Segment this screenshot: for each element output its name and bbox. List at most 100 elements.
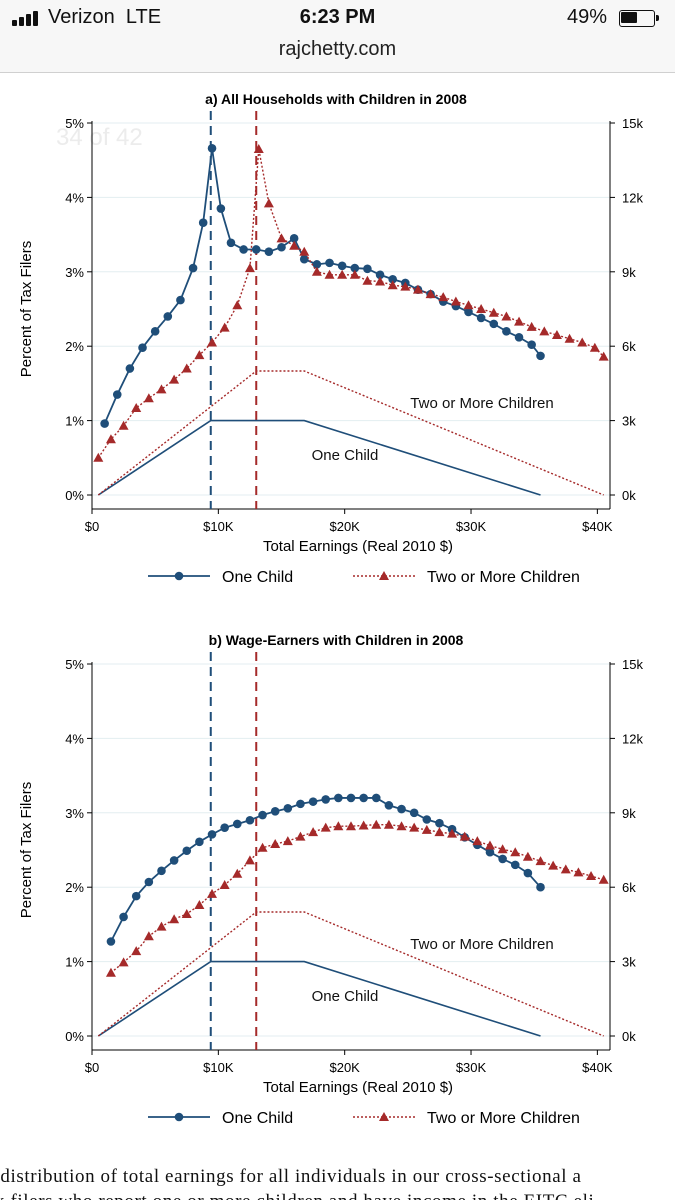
- data-point-two-more-children: [488, 307, 499, 317]
- chart-title: b) Wage-Earners with Children in 2008: [209, 632, 464, 648]
- data-point-two-more-children: [421, 824, 432, 834]
- legend-marker-two-more-children: [379, 571, 389, 580]
- caption-line-2: ax filers who report one or more childre…: [0, 1191, 594, 1200]
- data-point-two-more-children: [438, 292, 449, 302]
- data-point-one-child: [384, 801, 394, 810]
- browser-address-bar[interactable]: rajchetty.com: [0, 36, 675, 73]
- y-tick-label: 3%: [65, 265, 84, 280]
- data-point-one-child: [363, 264, 372, 274]
- data-point-two-more-children: [387, 280, 398, 290]
- data-point-two-more-children: [501, 311, 512, 321]
- legend-marker-one-child: [174, 571, 184, 581]
- data-point-one-child: [346, 793, 356, 803]
- chart-figure: a) All Households with Children in 2008 3…: [18, 91, 643, 1127]
- data-point-one-child: [119, 912, 128, 922]
- data-point-one-child: [251, 245, 261, 254]
- data-point-two-more-children: [232, 868, 243, 878]
- data-point-two-more-children: [93, 452, 104, 462]
- data-point-one-child: [514, 332, 524, 342]
- y-tick-label: 5%: [65, 116, 84, 131]
- status-bar: Verizon LTE 6:23 PM 49%: [0, 0, 675, 36]
- data-point-one-child: [321, 795, 331, 804]
- data-point-one-child: [489, 319, 499, 329]
- data-point-two-more-children: [253, 144, 264, 154]
- data-point-two-more-children: [425, 289, 436, 299]
- data-point-one-child: [207, 143, 217, 153]
- legend-label-one-child: One Child: [222, 1110, 293, 1127]
- y2-tick-label: 12k: [622, 190, 643, 205]
- data-point-two-more-children: [400, 281, 411, 291]
- signal-strength-icon: [12, 10, 42, 26]
- y-tick-label: 4%: [65, 190, 84, 205]
- data-point-two-more-children: [434, 827, 445, 837]
- data-point-one-child: [375, 270, 385, 280]
- data-point-two-more-children: [358, 820, 369, 830]
- figure: a) All Households with Children in 2008 3…: [0, 73, 675, 1165]
- data-point-one-child: [334, 793, 343, 803]
- data-point-one-child: [283, 804, 293, 813]
- y-tick-label: 2%: [65, 880, 84, 895]
- data-point-one-child: [198, 218, 208, 227]
- data-point-two-more-children: [463, 300, 474, 310]
- data-point-two-more-children: [598, 874, 609, 884]
- data-point-two-more-children: [156, 384, 167, 394]
- data-point-two-more-children: [257, 842, 268, 852]
- y2-tick-label: 3k: [622, 414, 636, 429]
- url-text[interactable]: rajchetty.com: [278, 38, 397, 60]
- data-point-two-more-children: [459, 831, 470, 841]
- data-point-two-more-children: [207, 888, 218, 898]
- network-type: LTE: [125, 6, 162, 28]
- data-point-two-more-children: [169, 914, 180, 924]
- series-line-two-more-children: [110, 824, 604, 974]
- data-point-one-child: [397, 804, 406, 814]
- carrier-name: Verizon: [48, 6, 115, 28]
- battery-icon: [619, 10, 659, 27]
- data-point-one-child: [464, 307, 473, 317]
- chart-panel-a: a) All Households with Children in 2008 3…: [18, 91, 643, 586]
- data-point-two-more-children: [194, 900, 205, 910]
- data-point-two-more-children: [573, 867, 584, 877]
- eitc-schedule-two-more-children: [97, 911, 604, 1037]
- data-point-two-more-children: [551, 330, 562, 340]
- data-point-one-child: [296, 799, 305, 809]
- data-point-two-more-children: [349, 269, 360, 279]
- y-tick-label: 1%: [65, 955, 84, 970]
- data-point-one-child: [150, 327, 160, 336]
- x-tick-label: $0: [85, 519, 99, 534]
- y-tick-label: 0%: [65, 1029, 84, 1044]
- x-tick-label: $20K: [329, 519, 360, 534]
- data-point-two-more-children: [586, 871, 597, 881]
- data-point-two-more-children: [244, 263, 255, 273]
- legend-marker-one-child: [174, 1112, 184, 1122]
- carrier-label: Verizon LTE: [48, 6, 161, 29]
- data-point-one-child: [510, 860, 520, 870]
- data-point-two-more-children: [510, 847, 521, 857]
- data-point-two-more-children: [244, 855, 255, 865]
- data-point-two-more-children: [409, 822, 420, 832]
- data-point-one-child: [350, 263, 360, 273]
- data-point-one-child: [232, 819, 242, 829]
- data-point-one-child: [422, 815, 432, 824]
- y-tick-label: 2%: [65, 339, 84, 354]
- data-point-two-more-children: [560, 864, 571, 874]
- data-point-one-child: [239, 245, 248, 254]
- data-point-two-more-children: [181, 363, 192, 373]
- eitc-schedule-one-child: [97, 960, 541, 1037]
- data-point-two-more-children: [589, 342, 600, 352]
- data-point-two-more-children: [472, 836, 483, 846]
- legend-label-one-child: One Child: [222, 569, 293, 586]
- x-tick-label: $0: [85, 1060, 99, 1075]
- data-point-two-more-children: [289, 240, 300, 250]
- data-point-one-child: [169, 856, 179, 865]
- status-time: 6:23 PM: [299, 6, 376, 28]
- data-point-two-more-children: [276, 233, 287, 243]
- y2-tick-label: 6k: [622, 880, 636, 895]
- data-point-two-more-children: [598, 351, 609, 361]
- data-point-two-more-children: [320, 822, 331, 832]
- data-point-two-more-children: [337, 269, 348, 279]
- data-point-two-more-children: [118, 420, 129, 430]
- y2-tick-label: 6k: [622, 339, 636, 354]
- y2-tick-label: 15k: [622, 116, 643, 131]
- y-axis-label: Percent of Tax Filers: [18, 782, 35, 918]
- data-point-one-child: [131, 891, 141, 901]
